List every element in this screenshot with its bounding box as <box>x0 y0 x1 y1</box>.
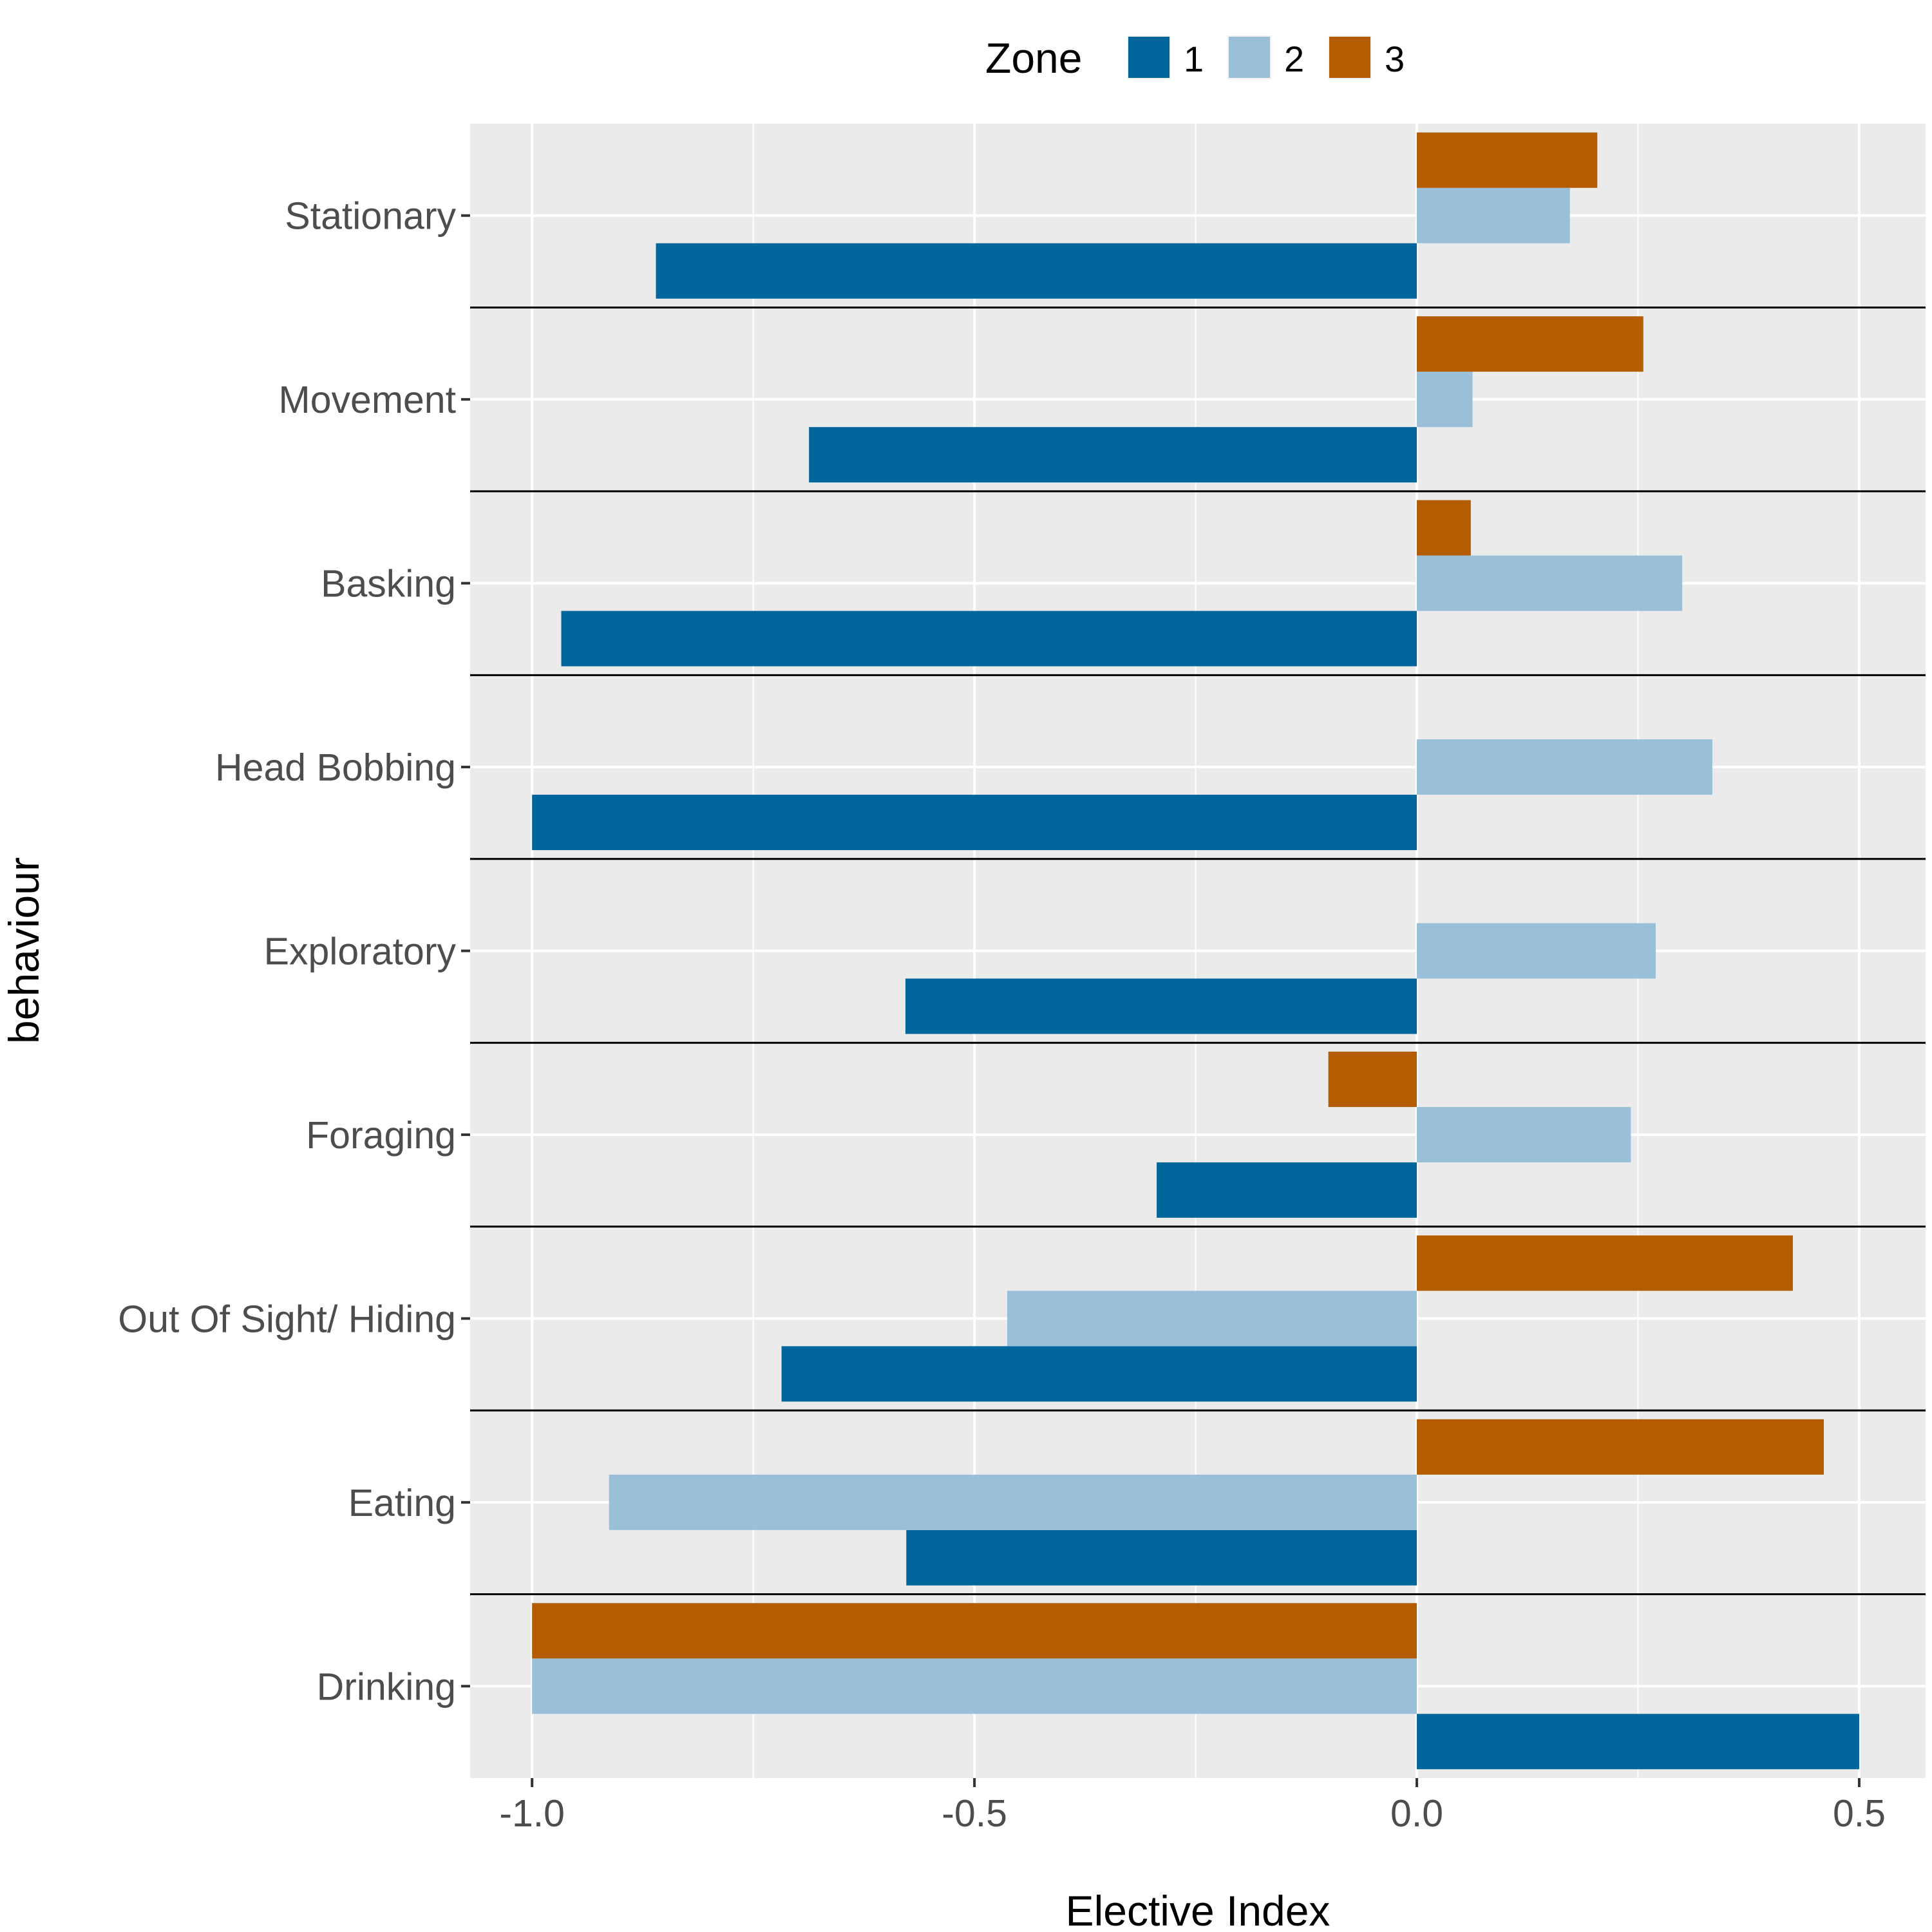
bar <box>532 1658 1417 1714</box>
bar <box>1417 739 1712 795</box>
y-tick-label: Out Of Sight/ Hiding <box>118 1298 456 1340</box>
bar <box>809 427 1417 483</box>
bar <box>1328 1051 1417 1107</box>
bar <box>1417 500 1471 556</box>
legend-items: 1 2 3 <box>1127 35 1405 79</box>
bar <box>609 1474 1417 1530</box>
bar <box>1417 923 1656 979</box>
bar <box>1417 1235 1793 1291</box>
y-tick-label: Basking <box>321 563 456 605</box>
bar <box>532 1603 1417 1659</box>
legend: Zone 1 2 3 <box>985 34 1405 82</box>
bar <box>1417 132 1598 188</box>
bar <box>1157 1162 1417 1218</box>
y-tick-label: Drinking <box>317 1665 456 1708</box>
bar <box>906 1530 1417 1586</box>
category-separators <box>470 306 1926 1596</box>
bar-series <box>532 132 1859 1770</box>
bar <box>1417 316 1643 372</box>
y-tick-label: Stationary <box>285 195 456 238</box>
bar <box>532 795 1417 851</box>
bar <box>1417 1106 1631 1162</box>
bar <box>905 978 1417 1034</box>
legend-label: 2 <box>1284 39 1304 79</box>
bar <box>1417 555 1683 611</box>
bar <box>561 611 1417 667</box>
y-tick-label: Head Bobbing <box>215 746 456 789</box>
x-tick-label: -1.0 <box>499 1792 565 1835</box>
x-axis-title: Elective Index <box>1066 1887 1331 1932</box>
y-tick-label: Exploratory <box>264 931 457 973</box>
y-axis-title: behaviour <box>0 857 48 1044</box>
x-axis: -1.0 -0.5 0.0 0.5 <box>499 1778 1886 1835</box>
bar <box>1417 372 1473 428</box>
bar <box>1007 1291 1417 1347</box>
legend-swatch <box>1128 37 1170 78</box>
y-tick-label: Eating <box>348 1482 456 1524</box>
y-tick-label: Movement <box>279 379 456 421</box>
y-tick-label: Foraging <box>306 1114 456 1157</box>
x-tick-label: -0.5 <box>942 1792 1007 1835</box>
bar <box>1417 1419 1824 1475</box>
bar <box>781 1346 1417 1402</box>
y-axis: Stationary Movement Basking Head Bobbing Exp… <box>118 195 470 1708</box>
bar <box>1417 1714 1859 1770</box>
bar <box>656 243 1417 299</box>
x-tick-label: 0.0 <box>1390 1792 1443 1835</box>
x-tick-label: 0.5 <box>1833 1792 1886 1835</box>
legend-swatch <box>1329 37 1370 78</box>
legend-title: Zone <box>985 34 1082 82</box>
bar <box>1417 187 1570 243</box>
legend-label: 1 <box>1184 39 1204 79</box>
legend-swatch <box>1229 37 1270 78</box>
legend-label: 3 <box>1385 39 1405 79</box>
